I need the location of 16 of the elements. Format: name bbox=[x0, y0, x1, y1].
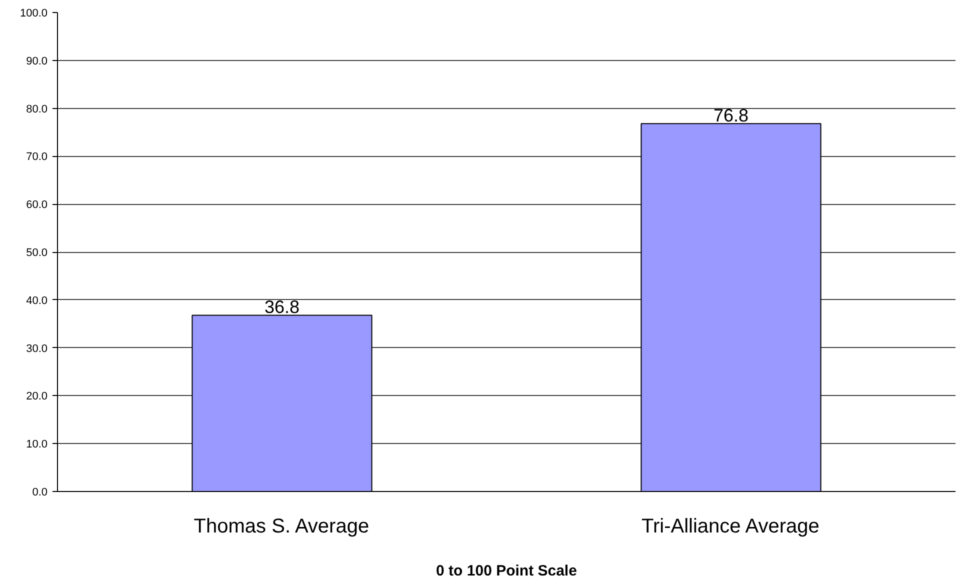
y-tick-label: 10.0 bbox=[26, 438, 48, 451]
y-tick-label: 0.0 bbox=[32, 486, 48, 498]
y-tick-label: 50.0 bbox=[26, 247, 48, 259]
y-tick-label: 70.0 bbox=[26, 151, 48, 164]
data-label: 36.8 bbox=[264, 297, 300, 318]
y-tick-label: 100.0 bbox=[20, 8, 48, 20]
y-tick-label: 20.0 bbox=[26, 390, 48, 403]
data-label: 76.8 bbox=[713, 106, 749, 126]
y-tick-label: 60.0 bbox=[26, 199, 48, 212]
y-tick-label: 80.0 bbox=[26, 103, 48, 116]
y-tick-label: 90.0 bbox=[26, 55, 48, 68]
x-tick-label: Thomas S. Average bbox=[194, 516, 370, 538]
y-tick-label: 40.0 bbox=[26, 294, 48, 307]
y-tick-label: 30.0 bbox=[26, 342, 48, 355]
x-axis-title: 0 to 100 Point Scale bbox=[436, 562, 577, 580]
x-tick-label: Tri-Alliance Average bbox=[642, 516, 820, 538]
